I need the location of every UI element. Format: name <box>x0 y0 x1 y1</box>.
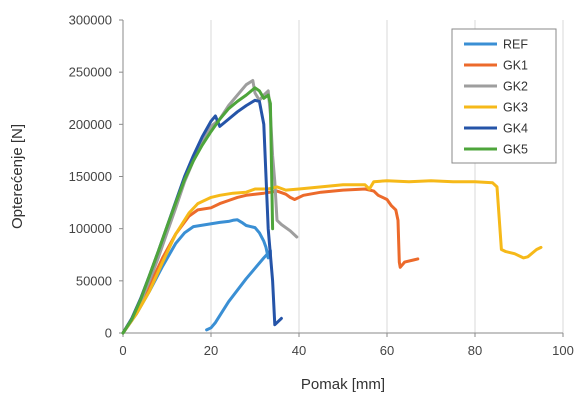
legend-label: REF <box>503 38 528 52</box>
series-line-gk1 <box>121 187 420 335</box>
legend-item-gk2: GK2 <box>464 80 528 94</box>
legend-item-ref: REF <box>464 38 528 52</box>
series-line-gk5 <box>121 86 275 335</box>
series-line-gk2 <box>121 79 299 335</box>
legend-item-gk5: GK5 <box>464 143 528 157</box>
y-tick-label: 50000 <box>76 273 112 288</box>
y-tick-label: 150000 <box>69 169 112 184</box>
tick-labels: 0 50000 100000 150000 200000 250000 300000 0 20 4… <box>69 13 574 359</box>
x-tick-label: 40 <box>292 343 306 358</box>
legend-box <box>451 28 557 164</box>
y-tick-label: 300000 <box>69 13 112 28</box>
x-tick-label: 0 <box>119 343 126 358</box>
series-line-ref <box>121 218 272 335</box>
legend-item-gk4: GK4 <box>464 122 528 136</box>
y-tick-label: 200000 <box>69 117 112 132</box>
legend-label: GK5 <box>503 143 528 157</box>
legend-label: GK4 <box>503 122 528 136</box>
y-tick-label: 100000 <box>69 221 112 236</box>
series-line-gk3 <box>121 179 543 335</box>
legend-label: GK2 <box>503 80 528 94</box>
x-tick-label: 20 <box>204 343 218 358</box>
legend-label: GK1 <box>503 59 528 73</box>
legend-item-gk3: GK3 <box>464 101 528 115</box>
legend-item-gk1: GK1 <box>464 59 528 73</box>
x-tick-label: 80 <box>468 343 482 358</box>
x-tick-label: 100 <box>552 343 574 358</box>
x-axis-title: Pomak [mm] <box>301 376 385 393</box>
chart-legend: REF GK1 GK2 GK3 GK4 GK5 <box>451 28 557 164</box>
y-tick-label: 250000 <box>69 65 112 80</box>
legend-label: GK3 <box>503 101 528 115</box>
x-tick-label: 60 <box>380 343 394 358</box>
series-lines <box>121 79 543 335</box>
y-tick-label: 0 <box>105 326 112 341</box>
y-axis-title: Opterećenje [N] <box>9 124 26 229</box>
